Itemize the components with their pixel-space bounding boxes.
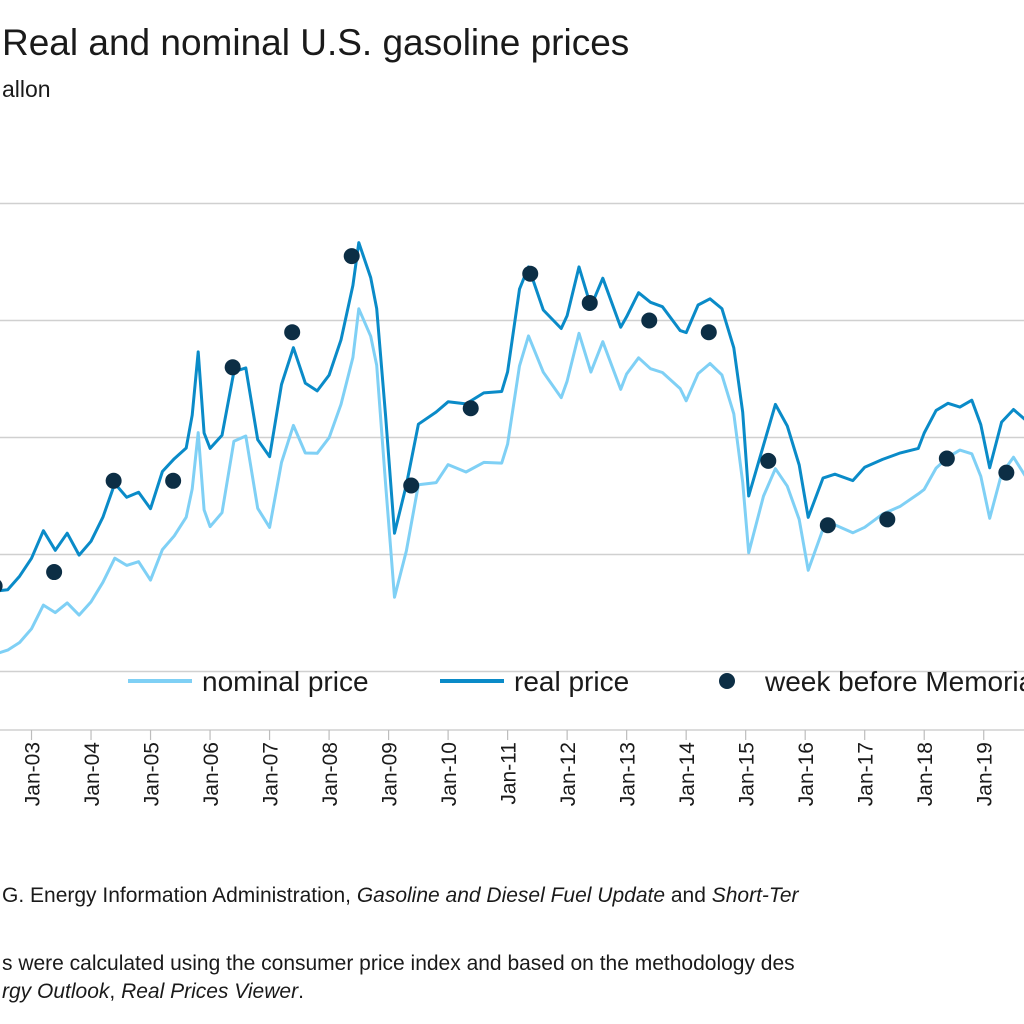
methodology-note-line-1: s were calculated using the consumer pri… (2, 952, 795, 975)
memorial-day-point (462, 400, 479, 417)
x-tick-label: Jan-10 (438, 742, 461, 806)
source-italic-2: Short-Ter (711, 884, 799, 907)
memorial-day-point (938, 450, 955, 467)
x-axis-ticks: Jan-03 Jan-04 Jan-05 Jan-06 Jan-07 Jan-08 Jan-… (22, 730, 997, 806)
chart-title: Real and nominal U.S. gasoline prices (2, 22, 630, 63)
memorial-day-point (165, 472, 182, 489)
x-tick-label: Jan-06 (200, 742, 223, 806)
memorial-day-point (819, 517, 836, 534)
x-tick-label: Jan-11 (498, 742, 521, 805)
note-sep: , (109, 980, 122, 1003)
legend: nominal price real price week before Mem… (128, 666, 1024, 697)
source-note: G. Energy Information Administration, Ga… (2, 884, 799, 908)
methodology-note-line-2: rgy Outlook, Real Prices Viewer. (2, 980, 304, 1004)
x-tick-label: Jan-17 (855, 742, 878, 806)
memorial-day-point (760, 452, 777, 469)
memorial-day-point (46, 564, 63, 581)
memorial-day-markers (0, 248, 1015, 593)
x-tick-label: Jan-04 (81, 742, 104, 807)
x-tick-label: Jan-09 (379, 742, 402, 806)
legend-swatch-memorial (719, 673, 735, 689)
y-axis-unit-label: allon (2, 76, 51, 102)
legend-label-nominal: nominal price (202, 666, 369, 697)
x-tick-label: Jan-13 (617, 742, 640, 806)
x-tick-label: Jan-05 (141, 742, 164, 806)
note-italic-1: rgy Outlook (2, 980, 110, 1003)
x-tick-label: Jan-16 (795, 742, 818, 806)
note-end: . (298, 980, 304, 1003)
memorial-day-point (105, 472, 122, 489)
gridlines (0, 202, 1024, 673)
memorial-day-point (0, 580, 3, 593)
memorial-day-point (224, 359, 241, 376)
note-italic-2: Real Prices Viewer (121, 980, 299, 1003)
x-tick-label: Jan-07 (260, 742, 283, 806)
x-tick-label: Jan-18 (914, 742, 937, 806)
memorial-day-point (998, 464, 1015, 481)
legend-label-real: real price (514, 666, 629, 697)
x-tick-label: Jan-19 (974, 742, 997, 806)
memorial-day-point (403, 477, 420, 494)
memorial-day-point (641, 312, 658, 329)
memorial-day-point (343, 248, 360, 265)
x-tick-label: Jan-15 (736, 742, 759, 806)
source-mid: and (665, 884, 712, 907)
nominal-price-line (0, 307, 1024, 655)
memorial-day-point (522, 265, 539, 282)
source-italic-1: Gasoline and Diesel Fuel Update (356, 884, 666, 907)
source-prefix: G. Energy Information Administration, (2, 884, 357, 907)
memorial-day-point (700, 324, 717, 341)
series-lines (0, 241, 1024, 655)
x-tick-label: Jan-08 (319, 742, 342, 806)
x-tick-label: Jan-03 (22, 742, 45, 806)
memorial-day-point (879, 511, 896, 528)
legend-label-memorial: week before Memorial Day (764, 666, 1024, 697)
x-tick-label: Jan-12 (557, 742, 580, 806)
x-tick-label: Jan-14 (676, 742, 699, 807)
memorial-day-point (581, 294, 598, 311)
real-price-line (0, 241, 1024, 593)
memorial-day-point (284, 324, 301, 341)
